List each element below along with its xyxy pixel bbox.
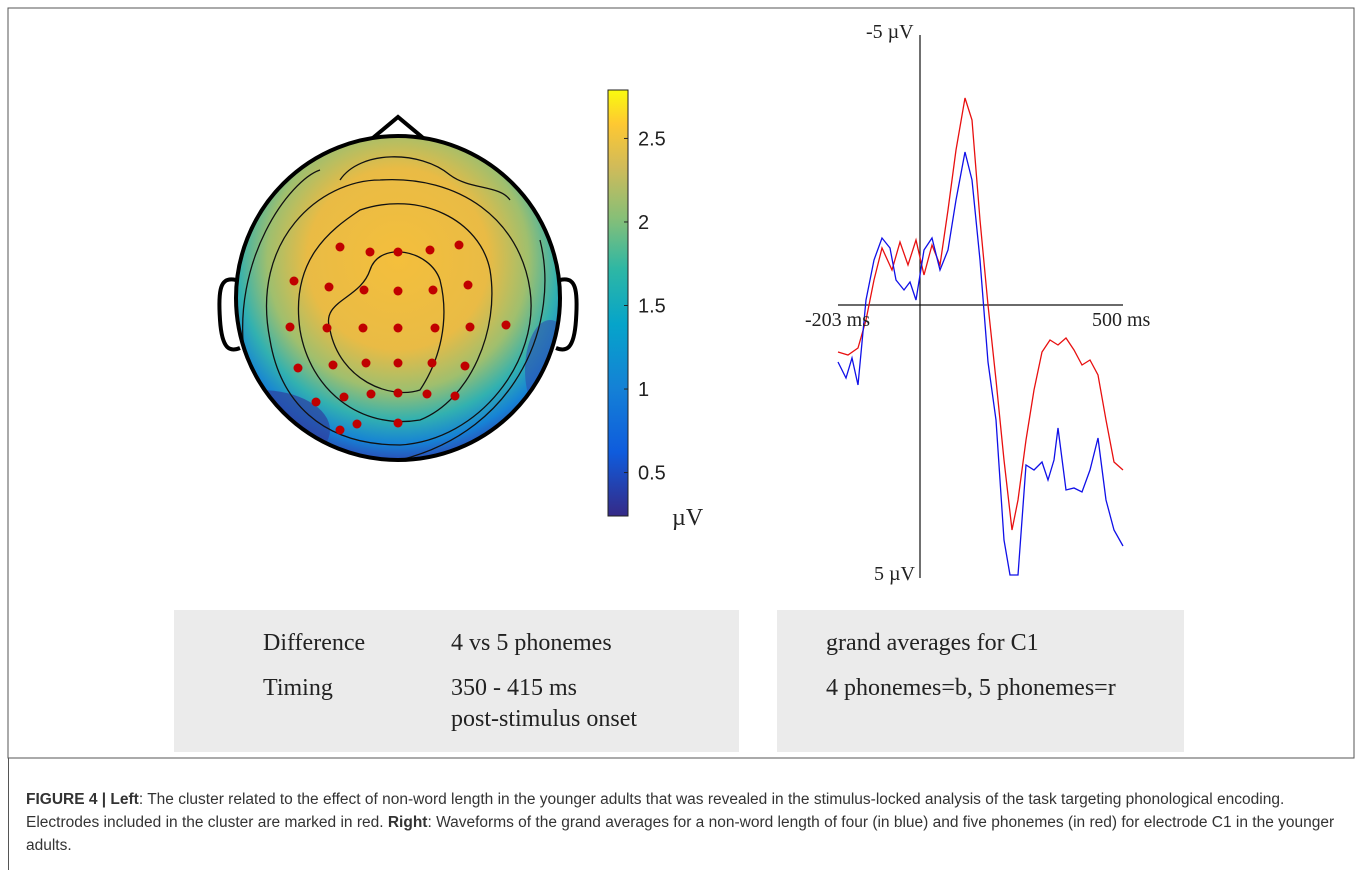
box-line: grand averages for C1 bbox=[826, 630, 1039, 656]
row-note: post-stimulus onset bbox=[451, 706, 637, 732]
colorbar-tick-label: 0.5 bbox=[638, 463, 666, 485]
caption-rule bbox=[8, 758, 9, 870]
caption: FIGURE 4 | Left: The cluster related to … bbox=[26, 788, 1336, 857]
frame bbox=[7, 7, 1355, 759]
box-line: 4 phonemes=b, 5 phonemes=r bbox=[826, 675, 1116, 701]
caption-text: : The cluster related to the effect of n… bbox=[26, 791, 1285, 831]
caption-bold: Right bbox=[387, 814, 428, 831]
colorbar bbox=[607, 89, 629, 517]
colorbar-tick-label: 2 bbox=[638, 212, 649, 234]
erp-bottom-label: 5 µV bbox=[874, 563, 916, 585]
row-label: Difference bbox=[263, 630, 365, 656]
left-info-box bbox=[174, 610, 739, 752]
right-info-box bbox=[777, 610, 1184, 752]
erp-top-label: -5 µV bbox=[866, 21, 914, 43]
topomap bbox=[217, 114, 579, 462]
colorbar-tick-label: 1 bbox=[638, 379, 649, 401]
figure: µV -5 µV 5 µV -203 ms 500 ms Difference … bbox=[7, 7, 1355, 759]
erp-plot: -5 µV 5 µV -203 ms 500 ms bbox=[805, 21, 1151, 585]
colorbar-unit: µV bbox=[672, 505, 704, 531]
colorbar-tick-label: 2.5 bbox=[638, 128, 666, 150]
row-value: 4 vs 5 phonemes bbox=[451, 630, 612, 656]
caption-text: : Waveforms of the grand averages for a … bbox=[26, 814, 1335, 854]
erp-left-label: -203 ms bbox=[805, 309, 870, 331]
colorbar-tick-label: 1.5 bbox=[638, 296, 666, 318]
erp-right-label: 500 ms bbox=[1092, 309, 1151, 331]
row-label: Timing bbox=[263, 675, 333, 701]
caption-label: FIGURE 4 | Left bbox=[26, 791, 139, 808]
row-value: 350 - 415 ms bbox=[451, 675, 577, 701]
